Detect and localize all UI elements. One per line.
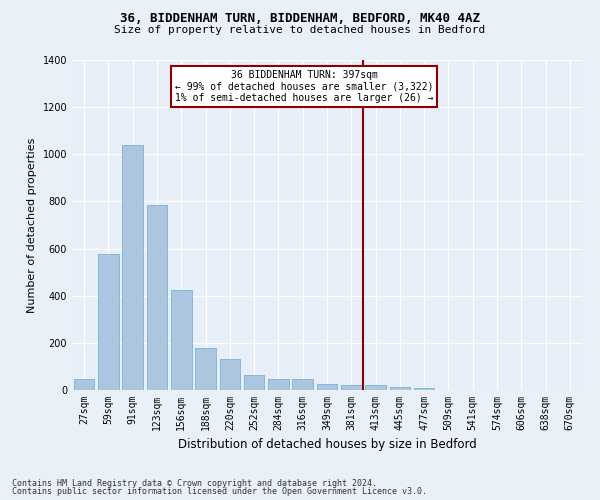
Bar bbox=[292, 379, 313, 390]
Bar bbox=[220, 360, 240, 390]
Bar bbox=[268, 379, 289, 390]
Text: Size of property relative to detached houses in Bedford: Size of property relative to detached ho… bbox=[115, 25, 485, 35]
Bar bbox=[317, 384, 337, 390]
Bar bbox=[171, 290, 191, 390]
Bar bbox=[414, 388, 434, 390]
X-axis label: Distribution of detached houses by size in Bedford: Distribution of detached houses by size … bbox=[178, 438, 476, 452]
Bar bbox=[122, 145, 143, 390]
Y-axis label: Number of detached properties: Number of detached properties bbox=[27, 138, 37, 312]
Bar bbox=[146, 205, 167, 390]
Bar bbox=[74, 379, 94, 390]
Bar bbox=[365, 386, 386, 390]
Bar bbox=[341, 384, 362, 390]
Bar bbox=[98, 254, 119, 390]
Bar bbox=[389, 387, 410, 390]
Text: 36 BIDDENHAM TURN: 397sqm
← 99% of detached houses are smaller (3,322)
1% of sem: 36 BIDDENHAM TURN: 397sqm ← 99% of detac… bbox=[175, 70, 433, 103]
Text: Contains public sector information licensed under the Open Government Licence v3: Contains public sector information licen… bbox=[12, 487, 427, 496]
Bar bbox=[244, 375, 265, 390]
Bar bbox=[195, 348, 216, 390]
Text: Contains HM Land Registry data © Crown copyright and database right 2024.: Contains HM Land Registry data © Crown c… bbox=[12, 478, 377, 488]
Text: 36, BIDDENHAM TURN, BIDDENHAM, BEDFORD, MK40 4AZ: 36, BIDDENHAM TURN, BIDDENHAM, BEDFORD, … bbox=[120, 12, 480, 26]
